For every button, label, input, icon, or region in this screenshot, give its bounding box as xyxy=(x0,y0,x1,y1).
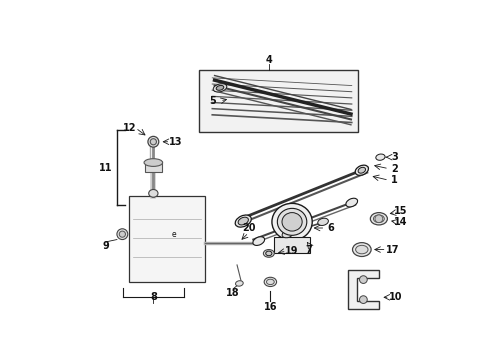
Bar xyxy=(144,163,162,172)
Ellipse shape xyxy=(144,159,163,166)
Text: 15: 15 xyxy=(393,206,407,216)
Text: 16: 16 xyxy=(263,302,277,311)
Ellipse shape xyxy=(117,229,127,239)
Ellipse shape xyxy=(263,249,274,257)
Text: 14: 14 xyxy=(393,217,407,227)
Circle shape xyxy=(359,296,366,303)
Ellipse shape xyxy=(369,213,386,225)
Text: 18: 18 xyxy=(226,288,240,298)
Ellipse shape xyxy=(216,85,224,90)
Ellipse shape xyxy=(119,231,125,237)
Text: 8: 8 xyxy=(150,292,157,302)
Circle shape xyxy=(359,276,366,283)
Ellipse shape xyxy=(150,139,156,145)
Text: 4: 4 xyxy=(265,55,272,65)
Text: 3: 3 xyxy=(390,152,397,162)
Bar xyxy=(129,195,205,282)
Ellipse shape xyxy=(354,165,367,175)
Ellipse shape xyxy=(148,136,159,147)
Text: 5: 5 xyxy=(208,96,215,106)
Text: 10: 10 xyxy=(388,292,402,302)
Text: 7: 7 xyxy=(305,244,312,255)
Ellipse shape xyxy=(148,189,158,197)
Bar xyxy=(274,237,309,253)
Ellipse shape xyxy=(317,218,328,225)
Ellipse shape xyxy=(277,208,306,235)
Ellipse shape xyxy=(352,243,370,256)
Text: 9: 9 xyxy=(102,241,109,251)
Ellipse shape xyxy=(282,230,292,238)
Ellipse shape xyxy=(375,154,384,160)
Text: 20: 20 xyxy=(242,223,255,233)
Ellipse shape xyxy=(238,217,248,225)
Ellipse shape xyxy=(355,245,367,254)
Text: 2: 2 xyxy=(390,164,397,174)
Text: 19: 19 xyxy=(285,246,298,256)
Ellipse shape xyxy=(282,213,302,231)
Text: 1: 1 xyxy=(390,175,397,185)
Text: 12: 12 xyxy=(122,123,136,133)
Ellipse shape xyxy=(266,279,274,285)
Ellipse shape xyxy=(373,215,384,222)
Ellipse shape xyxy=(264,277,276,287)
Bar xyxy=(199,70,357,132)
Text: 13: 13 xyxy=(169,137,182,147)
Ellipse shape xyxy=(235,215,251,227)
Ellipse shape xyxy=(265,251,271,256)
Ellipse shape xyxy=(213,84,226,92)
Polygon shape xyxy=(347,270,378,309)
Ellipse shape xyxy=(357,167,365,173)
Ellipse shape xyxy=(252,237,264,246)
Circle shape xyxy=(374,215,382,222)
Text: 11: 11 xyxy=(99,163,112,173)
Ellipse shape xyxy=(345,198,357,207)
Ellipse shape xyxy=(271,203,311,240)
Ellipse shape xyxy=(235,281,243,286)
Text: 6: 6 xyxy=(327,223,333,233)
Text: e: e xyxy=(171,230,176,239)
Text: 17: 17 xyxy=(386,244,399,255)
